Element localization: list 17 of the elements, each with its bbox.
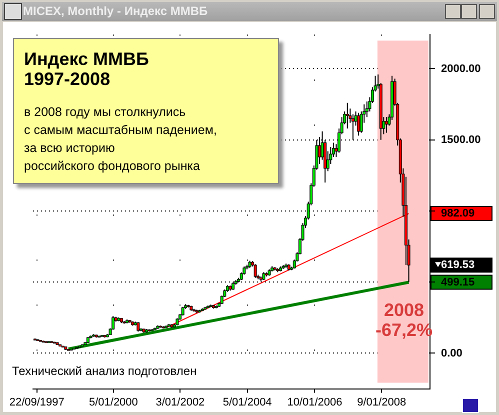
x-tick-label: 9/01/2008 [357,396,406,408]
chart-title: MICEX, Monthly - Индекс ММВБ [23,4,208,18]
y-tick-label: 0.00 [441,347,462,360]
x-tick-label: 5/01/2004 [222,396,272,408]
annotation: Технический анализ подготовлен [12,364,197,378]
x-tick-label: 5/01/2000 [88,396,138,408]
y-tick-label: 1500.00 [441,134,481,146]
y-tick-label: 982.09 [441,208,475,220]
y-tick-label: 619.53 [441,259,475,272]
x-tick-label: 22/09/1997 [9,396,64,408]
annotation: 2008 [382,300,426,321]
x-tick-label: 3/01/2002 [156,396,205,408]
note-card: Индекс ММВБ 1997-2008 в 2008 году мы столкнулись с самым масштабным падением, за всю историю российского фондового рынка [13,38,279,184]
y-tick-label: 499.15 [441,276,475,288]
y-tick-label: 2000.00 [441,62,481,75]
annotation: в 2008 году мы столкнулись с самым масштабным падением, за всю историю российского фондового рынка [24,104,218,175]
x-tick-label: 10/01/2006 [287,396,342,408]
